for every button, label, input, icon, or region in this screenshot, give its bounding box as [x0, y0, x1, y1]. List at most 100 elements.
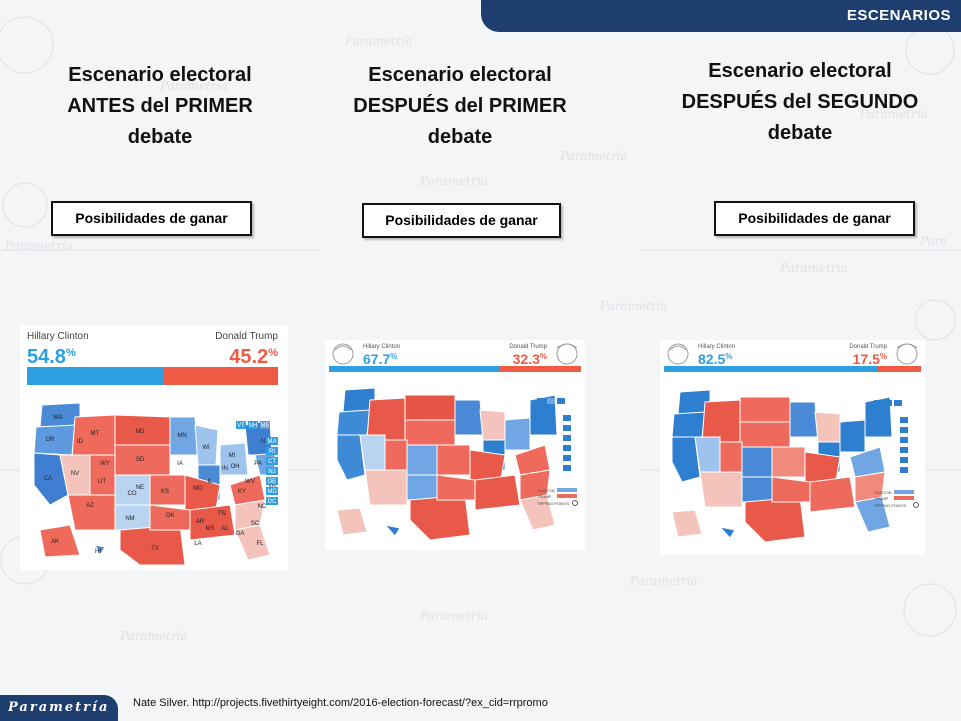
svg-text:IN: IN — [222, 466, 228, 472]
clinton-probability-bar — [664, 366, 878, 372]
svg-text:AK: AK — [51, 539, 59, 545]
trump-probability-bar — [499, 366, 581, 372]
win-chances-button-before-first[interactable]: Posibilidades de ganar — [51, 201, 252, 236]
svg-text:MN: MN — [177, 433, 186, 439]
svg-text:LA: LA — [194, 541, 201, 547]
win-chances-button-after-second[interactable]: Posibilidades de ganar — [714, 201, 915, 236]
title-line: debate — [427, 126, 493, 148]
forecast-panel-before-first-debate: Hillary Clinton Donald Trump 54.8% 45.2% — [20, 325, 288, 570]
title-line: Escenario electoral — [368, 64, 552, 86]
svg-text:NV: NV — [71, 471, 79, 477]
clinton-probability: 82.5% — [698, 351, 732, 367]
svg-text:Para: Para — [919, 234, 948, 248]
svg-text:TIPPING POINTS: TIPPING POINTS — [874, 503, 906, 508]
clinton-label: Hillary Clinton — [363, 344, 400, 350]
svg-text:NH: NH — [249, 423, 258, 429]
svg-text:TX: TX — [151, 546, 159, 552]
us-map-states — [336, 387, 558, 541]
svg-text:Parametría: Parametría — [119, 629, 188, 643]
trump-probability-bar — [878, 366, 921, 372]
svg-text:KY: KY — [238, 489, 246, 495]
svg-text:WY: WY — [100, 461, 110, 467]
svg-text:Parametría: Parametría — [779, 261, 848, 275]
title-line: DESPUÉS del SEGUNDO — [681, 91, 919, 113]
clinton-face-icon — [332, 343, 354, 365]
svg-text:MT: MT — [91, 431, 100, 437]
title-line: Escenario electoral — [68, 64, 252, 86]
svg-text:DC: DC — [268, 499, 277, 505]
trump-probability-bar — [164, 367, 278, 385]
svg-text:HI: HI — [95, 549, 101, 555]
svg-text:MO: MO — [193, 486, 203, 492]
trump-face-icon — [896, 343, 918, 365]
svg-text:Parametría: Parametría — [4, 239, 73, 253]
title-line: Escenario electoral — [708, 60, 892, 82]
forecast-panel-after-first-debate: Hillary Clinton Donald Trump 67.7% 32.3% — [325, 340, 585, 550]
svg-text:Parametría: Parametría — [599, 299, 668, 313]
svg-text:TIPPING POINTS: TIPPING POINTS — [537, 501, 569, 506]
state-labels: WA OR MT ND MN ID SD WI MI WY NE IA NV U… — [44, 415, 276, 555]
svg-text:AL: AL — [221, 526, 229, 532]
clinton-label: Hillary Clinton — [27, 331, 89, 342]
svg-text:KS: KS — [161, 489, 169, 495]
svg-text:IA: IA — [177, 461, 183, 467]
title-line: DESPUÉS del PRIMER — [353, 95, 567, 117]
win-chances-button-after-first[interactable]: Posibilidades de ganar — [362, 203, 561, 238]
svg-text:CO: CO — [128, 491, 137, 497]
svg-text:FL: FL — [256, 541, 264, 547]
trump-label: Donald Trump — [509, 344, 547, 350]
svg-text:Parametría: Parametría — [419, 609, 488, 623]
svg-text:MD: MD — [267, 489, 277, 495]
svg-text:SD: SD — [136, 457, 145, 463]
svg-text:NE: NE — [136, 485, 144, 491]
svg-text:OR: OR — [46, 437, 56, 443]
svg-text:TN: TN — [218, 511, 226, 517]
svg-text:WI: WI — [202, 445, 210, 451]
brand-logo-text: Parametría — [8, 700, 110, 715]
svg-text:GA: GA — [236, 531, 245, 537]
svg-text:SC: SC — [251, 521, 260, 527]
clinton-label: Hillary Clinton — [698, 344, 735, 350]
svg-text:ID: ID — [77, 439, 84, 445]
svg-text:TRUMP: TRUMP — [874, 496, 889, 501]
trump-face-icon — [556, 343, 578, 365]
svg-text:CT: CT — [268, 459, 276, 465]
svg-text:PA: PA — [254, 461, 262, 467]
clinton-probability-bar — [27, 367, 164, 385]
brand-logo: Parametría — [0, 695, 118, 721]
svg-text:ND: ND — [136, 429, 145, 435]
small-state-labels: VT NH ME MA RI CT NJ DE MD DC — [236, 421, 278, 505]
us-map-states — [671, 389, 893, 543]
title-line: ANTES del PRIMER — [67, 95, 253, 117]
trump-probability: 17.5% — [853, 351, 887, 367]
svg-text:CA: CA — [44, 476, 52, 482]
svg-text:NY: NY — [261, 439, 269, 445]
clinton-face-icon — [667, 343, 689, 365]
svg-text:VA: VA — [268, 483, 276, 489]
trump-label: Donald Trump — [215, 331, 278, 342]
svg-text:OH: OH — [231, 464, 240, 470]
title-line: debate — [767, 122, 833, 144]
section-header-bar: ESCENARIOS — [481, 0, 961, 32]
svg-text:Parametría: Parametría — [559, 149, 628, 163]
svg-text:NJ: NJ — [268, 469, 275, 475]
trump-probability: 32.3% — [513, 351, 547, 367]
svg-text:Parametría: Parametría — [419, 174, 488, 188]
svg-text:ME: ME — [261, 423, 270, 429]
title-line: debate — [127, 126, 193, 148]
svg-text:IL: IL — [207, 479, 213, 485]
scenario-title-after-first: Escenario electoral DESPUÉS del PRIMER d… — [320, 60, 600, 153]
scenario-title-after-second: Escenario electoral DESPUÉS del SEGUNDO … — [660, 56, 940, 149]
scenario-title-before-first: Escenario electoral ANTES del PRIMER deb… — [20, 60, 300, 153]
svg-text:DE: DE — [268, 479, 276, 485]
map-legend: CLINTON TRUMP TIPPING POINTS — [874, 490, 919, 508]
svg-text:OK: OK — [166, 513, 175, 519]
clinton-probability-bar — [329, 366, 499, 372]
svg-text:UT: UT — [98, 479, 106, 485]
small-state-boxes — [874, 400, 908, 473]
source-citation: Nate Silver. http://projects.fivethirtye… — [133, 697, 548, 709]
svg-text:AZ: AZ — [86, 503, 94, 509]
trump-label: Donald Trump — [849, 344, 887, 350]
svg-text:WA: WA — [53, 415, 62, 421]
svg-text:MA: MA — [268, 439, 277, 445]
